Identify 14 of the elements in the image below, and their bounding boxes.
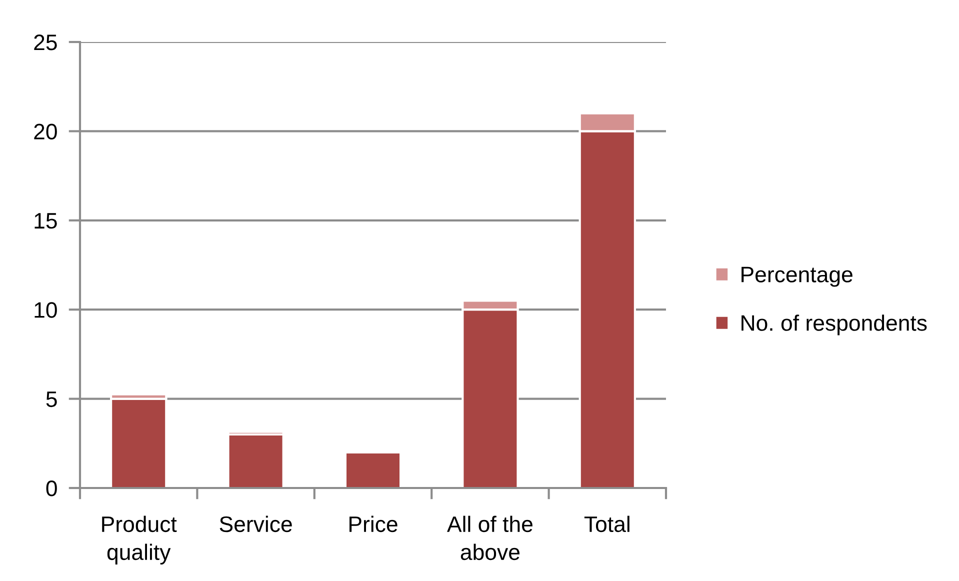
x-tick-label: Product quality [102, 516, 177, 564]
y-tick-label: 15 [34, 213, 57, 229]
y-tick-label: 0 [46, 480, 57, 496]
legend-label: Percentage [742, 266, 852, 287]
x-tick-label: Price [350, 516, 398, 532]
x-tick-label: All of the above [447, 516, 532, 560]
y-tick-label: 25 [34, 34, 57, 50]
y-tick-label: 20 [34, 124, 57, 140]
y-tick-label: 10 [34, 302, 57, 318]
y-tick-label: 5 [46, 392, 57, 408]
bar [110, 398, 168, 488]
x-tick-label: Service [220, 516, 292, 532]
x-tick-label: Total [584, 516, 630, 532]
legend-label: No. of respondents [742, 314, 927, 336]
